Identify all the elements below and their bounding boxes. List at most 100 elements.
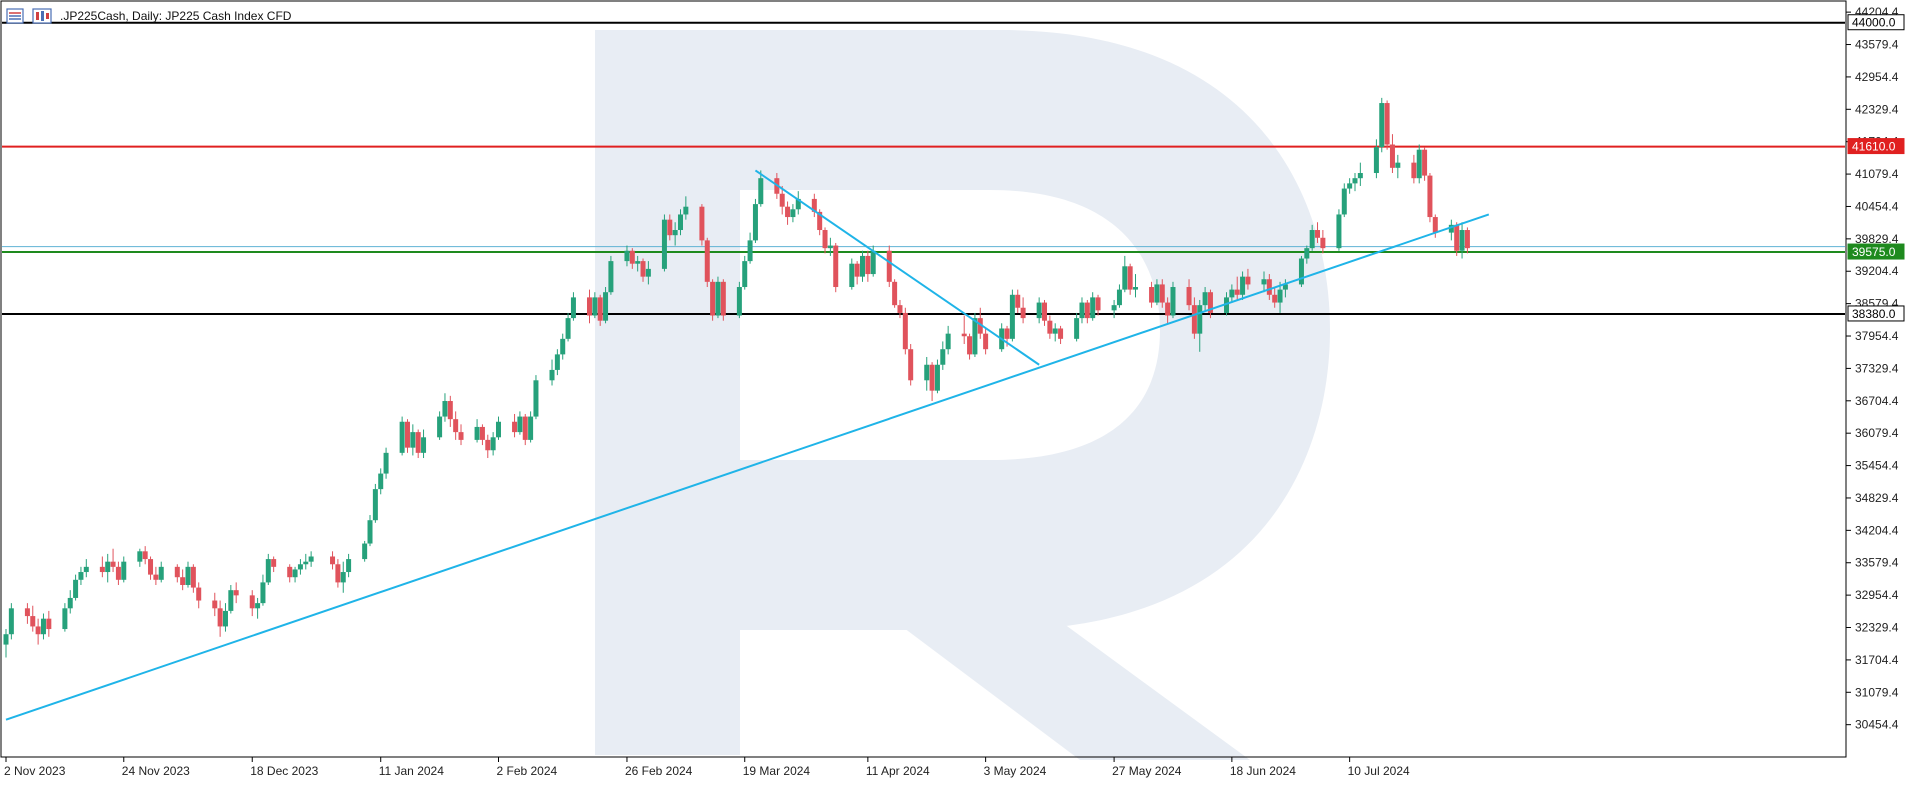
candle-body xyxy=(378,473,384,490)
candle-body xyxy=(35,626,41,635)
candle-body xyxy=(8,608,14,635)
candle-bull xyxy=(410,424,416,456)
candle-body xyxy=(46,618,52,630)
candle-bull xyxy=(378,468,384,495)
candle-body xyxy=(811,198,817,212)
candle-body xyxy=(720,281,726,316)
candle-body xyxy=(271,559,277,567)
candle-bull xyxy=(645,261,651,285)
candle-bear xyxy=(233,582,239,604)
candle-body xyxy=(1304,248,1310,259)
candle-body xyxy=(30,616,36,627)
candle-body xyxy=(710,281,716,316)
candle-bear xyxy=(779,185,785,215)
candle-body xyxy=(570,297,576,319)
candle-body xyxy=(554,354,560,370)
y-tick-label: 33579.4 xyxy=(1855,556,1899,570)
candle-bear xyxy=(271,556,277,573)
candle-body xyxy=(1320,237,1326,249)
candle-bull xyxy=(1373,139,1379,179)
candle-body xyxy=(410,432,416,448)
candle-bull xyxy=(1277,281,1283,313)
chart-menu-icon[interactable] xyxy=(6,8,24,24)
candlestick-chart-icon[interactable] xyxy=(32,8,52,24)
candle-bull xyxy=(292,566,298,583)
candle-bear xyxy=(115,561,121,585)
candle-bear xyxy=(99,556,105,578)
candle-body xyxy=(265,559,271,583)
candle-bull xyxy=(383,447,389,479)
candle-body xyxy=(1052,328,1058,334)
x-tick-label: 19 Mar 2024 xyxy=(743,764,811,778)
candle-bull xyxy=(790,204,796,223)
candle-bear xyxy=(1127,263,1133,295)
candle-body xyxy=(785,206,791,218)
candle-bear xyxy=(1058,325,1064,345)
candle-bear xyxy=(1191,297,1197,339)
candle-bull xyxy=(747,232,753,264)
candle-body xyxy=(1379,103,1385,148)
candle-bull xyxy=(1347,178,1353,194)
candle-body xyxy=(758,178,764,205)
candle-body xyxy=(1170,287,1176,316)
candle-bull xyxy=(1079,297,1085,324)
candle-bear xyxy=(785,201,791,225)
candle-bull xyxy=(1304,245,1310,264)
candle-bull xyxy=(560,333,566,360)
candle-body xyxy=(945,333,951,350)
candle-bull xyxy=(565,312,571,342)
candle-body xyxy=(292,569,298,578)
candle-bear xyxy=(180,569,186,591)
candle-bear xyxy=(190,564,196,593)
trendline xyxy=(754,169,1040,366)
candle-bull xyxy=(1309,224,1315,251)
candle-body xyxy=(1074,318,1080,339)
candle-body xyxy=(779,193,785,207)
candle-body xyxy=(1266,279,1272,295)
candle-body xyxy=(624,250,630,262)
candle-body xyxy=(929,364,935,391)
candle-body xyxy=(1197,305,1203,334)
candle-bear xyxy=(1095,294,1101,316)
y-tick-label: 30454.4 xyxy=(1855,718,1899,732)
candle-bear xyxy=(1165,297,1171,324)
candle-bear xyxy=(1432,214,1438,238)
candle-bull xyxy=(533,375,539,420)
candle-bear xyxy=(1186,279,1192,311)
candle-bear xyxy=(335,559,341,588)
candle-bull xyxy=(1282,279,1288,298)
candle-bull xyxy=(303,553,309,570)
candle-body xyxy=(1079,302,1085,319)
y-tick-label: 34829.4 xyxy=(1855,491,1899,505)
candle-body xyxy=(640,261,646,277)
candle-body xyxy=(335,564,341,583)
candle-bear xyxy=(1320,230,1326,254)
candle-bear xyxy=(667,214,673,241)
y-tick-label: 43579.4 xyxy=(1855,38,1899,52)
candle-body xyxy=(99,566,105,573)
candle-bear xyxy=(586,289,592,324)
candle-body xyxy=(645,268,651,277)
y-tick-label: 39829.4 xyxy=(1855,232,1899,246)
candle-body xyxy=(795,198,801,210)
candle-body xyxy=(1454,224,1460,251)
candle-body xyxy=(24,608,30,617)
candle-body xyxy=(437,416,443,438)
candle-bull xyxy=(795,191,801,215)
candle-body xyxy=(1095,297,1101,311)
candle-bull xyxy=(528,411,534,443)
candle-body xyxy=(490,437,496,451)
candle-bull xyxy=(1379,97,1385,153)
timeframe: Daily xyxy=(132,9,159,23)
candle-bull xyxy=(1229,284,1235,303)
candle-body xyxy=(608,261,614,293)
candle-body xyxy=(533,380,539,417)
candle-bull xyxy=(1336,209,1342,251)
candle-bull xyxy=(260,574,266,606)
candle-body xyxy=(860,255,866,277)
candle-bear xyxy=(629,248,635,269)
candle-body xyxy=(308,556,314,562)
candle-body xyxy=(78,572,84,580)
